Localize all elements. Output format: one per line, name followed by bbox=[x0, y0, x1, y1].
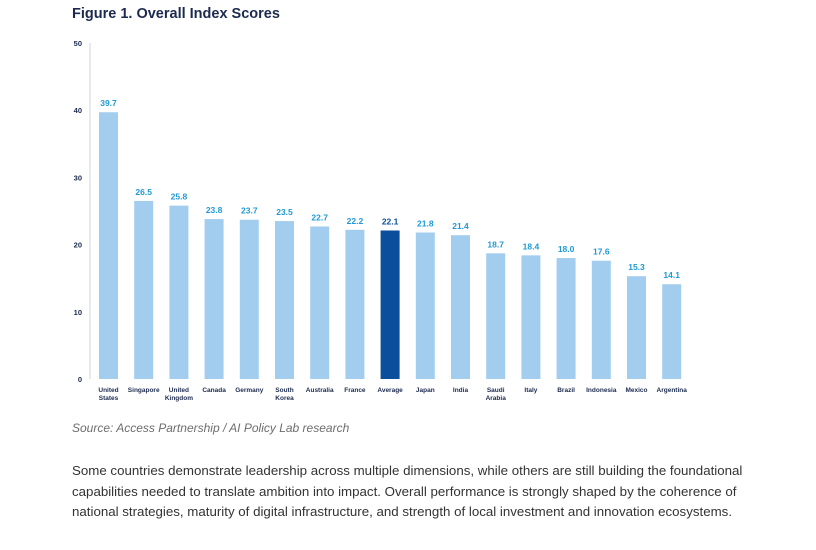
bar bbox=[556, 258, 576, 379]
bar bbox=[380, 230, 400, 379]
bar bbox=[99, 112, 118, 379]
x-tick-label: Singapore bbox=[128, 387, 160, 394]
bar-value-label: 22.1 bbox=[382, 216, 399, 226]
y-axis: 0 10 20 30 40 50 bbox=[74, 39, 91, 384]
y-tick-label: 40 bbox=[74, 106, 82, 115]
x-tick-label: Argentina bbox=[657, 387, 688, 394]
value-labels-group: 39.7 26.5 25.8 23.8 23.7 23.5 22.7 22.2 22.1 21.8… bbox=[100, 98, 680, 280]
y-tick-label: 20 bbox=[74, 241, 82, 250]
figure-title: Figure 1. Overall Index Scores bbox=[72, 6, 280, 22]
bar-value-label: 18.0 bbox=[558, 244, 575, 254]
y-tick-label: 30 bbox=[74, 173, 82, 182]
bar-value-label: 21.8 bbox=[417, 219, 434, 229]
bar bbox=[627, 276, 646, 379]
bar-value-label: 22.7 bbox=[311, 212, 328, 222]
x-tick-label: Brazil bbox=[557, 387, 575, 394]
x-tick-label: Germany bbox=[235, 387, 264, 394]
x-tick-label: Japan bbox=[416, 387, 435, 394]
bar bbox=[134, 200, 154, 379]
x-tick-label: South Korea bbox=[275, 387, 294, 402]
bar bbox=[239, 219, 259, 379]
bar-value-label: 23.5 bbox=[276, 207, 293, 217]
x-tick-label: France bbox=[344, 387, 366, 394]
bar bbox=[451, 235, 470, 379]
bar bbox=[521, 255, 541, 379]
x-tick-label: United Kingdom bbox=[165, 387, 193, 402]
bar-value-label: 25.8 bbox=[171, 192, 188, 202]
bar-value-label: 21.4 bbox=[452, 221, 469, 231]
bar bbox=[310, 226, 330, 379]
bar bbox=[345, 229, 365, 379]
x-tick-label: Mexico bbox=[625, 387, 647, 394]
x-axis-labels-group: United States Singapore United Kingdom Canada… bbox=[98, 387, 687, 402]
x-tick-label: Canada bbox=[202, 387, 226, 394]
bar bbox=[169, 205, 189, 379]
bar bbox=[486, 253, 506, 379]
bar-value-label: 14.1 bbox=[663, 270, 680, 280]
bar bbox=[275, 221, 294, 379]
y-tick-label: 10 bbox=[74, 308, 82, 317]
bar-value-label: 23.7 bbox=[241, 206, 258, 216]
x-tick-label: Italy bbox=[524, 387, 537, 394]
x-tick-label: United States bbox=[98, 387, 118, 402]
bar bbox=[415, 232, 435, 379]
bar-value-label: 22.2 bbox=[347, 216, 364, 226]
body-paragraph: Some countries demonstrate leadership ac… bbox=[72, 463, 743, 519]
x-tick-label: India bbox=[453, 387, 469, 394]
x-tick-label: Indonesia bbox=[586, 387, 617, 394]
bar bbox=[204, 219, 224, 379]
bar-chart: 0 10 20 30 40 50 39.7 26.5 25.8 23.8 23.7 23.5 22.7… bbox=[74, 39, 688, 402]
bar-value-label: 18.7 bbox=[487, 239, 504, 249]
bar bbox=[662, 284, 682, 379]
source-note: Source: Access Partnership / AI Policy L… bbox=[72, 421, 350, 435]
bar bbox=[591, 260, 611, 379]
x-tick-label: Saudi Arabia bbox=[486, 387, 507, 402]
bar-value-label: 17.6 bbox=[593, 247, 610, 257]
bar-value-label: 23.8 bbox=[206, 205, 223, 215]
x-tick-label: Average bbox=[377, 387, 403, 394]
bar-value-label: 26.5 bbox=[135, 187, 152, 197]
x-tick-label: Australia bbox=[306, 387, 334, 394]
bar-value-label: 39.7 bbox=[100, 98, 117, 108]
bar-value-label: 15.3 bbox=[628, 262, 645, 272]
y-tick-label: 50 bbox=[74, 39, 82, 48]
y-tick-label: 0 bbox=[78, 375, 82, 384]
bars-group bbox=[99, 112, 682, 379]
bar-value-label: 18.4 bbox=[523, 241, 540, 251]
